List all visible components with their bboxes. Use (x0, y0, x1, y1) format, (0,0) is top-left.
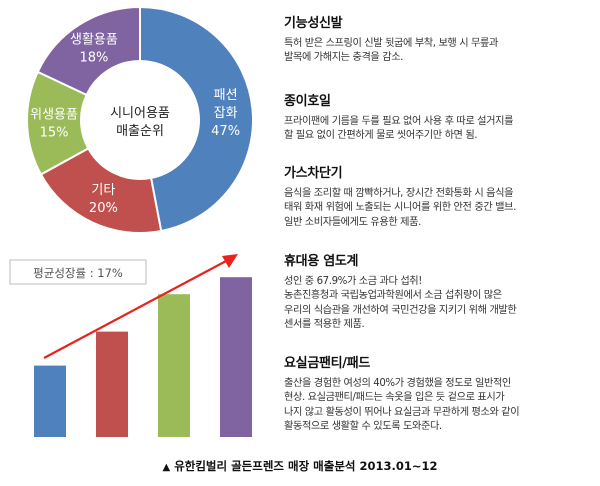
figure-caption: ▲ 유한킴벌리 골든프렌즈 매장 매출분석 2013.01~12 (0, 458, 600, 474)
product-description: 특허 받은 스프링이 신발 뒷굽에 부착, 보행 시 무릎과 발목에 가해지는 … (284, 38, 498, 64)
slice-value-label: 15% (40, 126, 69, 141)
product-description: 성인 중 67.9%가 소금 과다 섭취! 농촌진흥청과 국립농업과학원에서 소… (284, 276, 517, 331)
bar (220, 277, 252, 437)
caption-marker: ▲ (162, 462, 171, 473)
slice-category-label: 패션 (214, 88, 238, 103)
bar (34, 365, 66, 437)
trend-arrow-line (43, 259, 229, 359)
bar (96, 331, 128, 437)
product-item: 요실금팬티/패드 출산을 경험한 여성의 40%가 경험했을 정도로 일반적인 … (284, 352, 594, 435)
product-description: 프라이팬에 기름을 두를 필요 없어 사용 후 따로 설거지를 할 필요 없이 … (284, 116, 514, 142)
product-item: 가스차단기 음식을 조리할 때 깜빡하거나, 장시간 전화통화 시 음식을 태워… (284, 162, 594, 230)
product-item: 휴대용 염도계 성인 중 67.9%가 소금 과다 섭취! 농촌진흥청과 국립농… (284, 250, 594, 333)
donut-center-label: 시니어용품 (110, 106, 170, 121)
product-title: 휴대용 염도계 (284, 254, 359, 269)
bar (158, 294, 190, 437)
product-description: 출산을 경험한 여성의 40%가 경험했을 정도로 일반적인 현상. 요실금팬티… (284, 378, 520, 433)
donut-slice (36, 5, 141, 97)
donut-slice (39, 147, 163, 234)
slice-category-label: 위생용품 (30, 108, 78, 123)
donut-slice (139, 5, 254, 233)
slice-category-label: 기타 (91, 183, 115, 198)
product-title: 가스차단기 (284, 166, 343, 181)
slice-category-label: 생활용품 (70, 32, 118, 47)
caption-text: 유한킴벌리 골든프렌즈 매장 매출분석 2013.01~12 (174, 459, 438, 473)
product-title: 종이호일 (284, 94, 331, 109)
product-description: 음식을 조리할 때 깜빡하거나, 장시간 전화통화 시 음식을 태워 화재 위험… (284, 188, 516, 228)
product-item: 종이호일 프라이팬에 기름을 두를 필요 없어 사용 후 따로 설거지를 할 필… (284, 90, 594, 144)
trend-arrow-head (222, 254, 238, 268)
growth-annotation-box (9, 259, 147, 285)
product-title: 기능성신발 (284, 16, 343, 31)
bar-chart: 평균성장률 : 17% (9, 254, 252, 437)
slice-value-label: 20% (89, 201, 118, 216)
donut-center-label: 매출순위 (116, 124, 164, 139)
product-item: 기능성신발 특허 받은 스프링이 신발 뒷굽에 부착, 보행 시 무릎과 발목에… (284, 12, 594, 66)
product-title: 요실금팬티/패드 (284, 356, 371, 371)
slice-category-label: 잡화 (214, 106, 238, 121)
slice-value-label: 18% (79, 50, 108, 65)
slice-value-label: 47% (211, 124, 240, 139)
growth-annotation-text: 평균성장률 : 17% (33, 266, 123, 280)
